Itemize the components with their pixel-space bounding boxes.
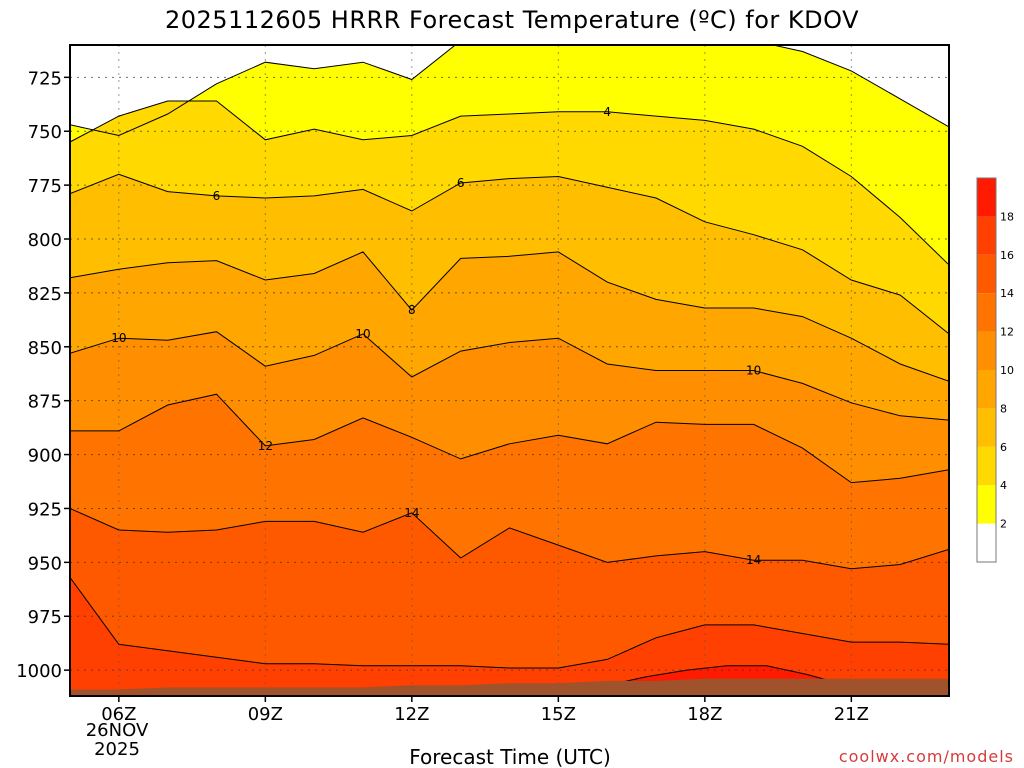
contour-label-10: 10 <box>355 327 370 341</box>
y-tick-label-725: 725 <box>28 68 62 89</box>
y-tick-label-950: 950 <box>28 553 62 574</box>
y-tick-label-925: 925 <box>28 499 62 520</box>
x-tick-label-21Z: 21Z <box>834 704 869 725</box>
colorbar-swatch-6 <box>977 408 996 447</box>
x-tick-label-15Z: 15Z <box>541 704 576 725</box>
credit-link[interactable]: coolwx.com/models <box>839 747 1014 766</box>
contour-line-12 <box>70 393 949 484</box>
y-tick-label-825: 825 <box>28 284 62 305</box>
colorbar-swatch-10 <box>977 331 996 370</box>
y-tick-label-875: 875 <box>28 392 62 413</box>
y-tick-label-800: 800 <box>28 230 62 251</box>
y-tick-label-775: 775 <box>28 176 62 197</box>
contour-label-10: 10 <box>111 331 126 345</box>
contour-line-6 <box>70 173 949 335</box>
x-axis: 06Z 09Z 12Z 15Z 18Z 21Z <box>101 696 869 725</box>
ground-layer <box>70 678 949 696</box>
contour-labels: 4 6 6 8 10 10 10 12 14 14 <box>111 105 761 567</box>
colorbar-label-8: 8 <box>1000 402 1007 415</box>
contour-label-6: 6 <box>213 189 221 203</box>
colorbar-label-6: 6 <box>1000 441 1007 454</box>
contour-label-6: 6 <box>457 176 465 190</box>
y-tick-label-850: 850 <box>28 338 62 359</box>
y-tick-label-750: 750 <box>28 122 62 143</box>
colorbar: 2 4 6 8 10 12 14 16 18 <box>976 177 1014 563</box>
colorbar-swatch-18 <box>977 178 996 217</box>
colorbar-swatch-16 <box>977 216 996 255</box>
contour-line-16 <box>70 577 949 669</box>
x-tick-label-18Z: 18Z <box>687 704 722 725</box>
plot-frame <box>69 44 950 697</box>
chart-title: 2025112605 HRRR Forecast Temperature (ºC… <box>165 6 859 34</box>
colorbar-swatch-12 <box>977 293 996 332</box>
contour-label-8: 8 <box>408 303 416 317</box>
contour-line-4 <box>70 100 949 266</box>
colorbar-label-2: 2 <box>1000 518 1007 531</box>
y-axis: 725 750 775 800 825 850 875 900 925 950 975 1000 <box>16 68 70 682</box>
plot-area: 4 6 6 8 10 10 10 12 14 14 <box>69 44 950 697</box>
contour-line-8 <box>70 251 949 382</box>
x-tick-label-06Z: 06Z <box>101 704 136 725</box>
x-tick-label-12Z: 12Z <box>394 704 429 725</box>
colorbar-frame <box>976 177 997 563</box>
colorbar-swatch-below_2 <box>977 523 996 562</box>
colorbar-label-12: 12 <box>1000 326 1014 339</box>
ground-fill <box>70 678 949 696</box>
contour-line-10 <box>70 331 949 421</box>
contour-label-10: 10 <box>746 364 761 378</box>
colorbar-swatch-8 <box>977 370 996 409</box>
contour-lines <box>70 45 949 686</box>
y-tick-label-975: 975 <box>28 607 62 628</box>
colorbar-swatch-2 <box>977 485 996 524</box>
colorbar-label-10: 10 <box>1000 364 1014 377</box>
date-label-day: 26NOV <box>86 720 149 741</box>
contour-line-2 <box>70 45 949 137</box>
y-tick-label-900: 900 <box>28 446 62 467</box>
x-tick-label-09Z: 09Z <box>248 704 283 725</box>
colorbar-swatch-4 <box>977 446 996 486</box>
temperature-fills <box>70 45 949 696</box>
x-axis-title: Forecast Time (UTC) <box>409 745 611 768</box>
y-tick-label-1000: 1000 <box>16 661 62 682</box>
date-label-year: 2025 <box>94 739 140 760</box>
colorbar-label-14: 14 <box>1000 287 1014 300</box>
contour-line-14 <box>70 508 949 570</box>
contour-label-12: 12 <box>258 439 273 453</box>
contour-line-18 <box>607 665 847 686</box>
colorbar-label-4: 4 <box>1000 479 1007 492</box>
colorbar-swatch-14 <box>977 254 996 294</box>
contour-label-14: 14 <box>746 553 761 567</box>
colorbar-label-18: 18 <box>1000 210 1014 223</box>
contour-label-14: 14 <box>404 506 419 520</box>
colorbar-label-16: 16 <box>1000 249 1014 262</box>
contour-label-4: 4 <box>603 105 611 119</box>
